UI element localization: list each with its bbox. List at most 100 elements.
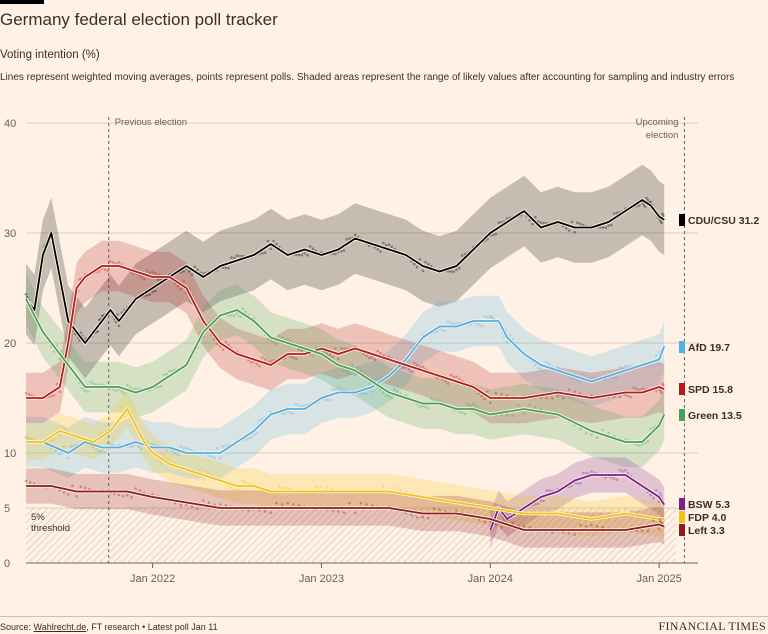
poll-point [500,526,503,529]
poll-point [466,498,470,501]
poll-point [562,396,565,400]
poll-point [624,468,627,472]
poll-point [353,374,357,377]
poll-point [556,508,560,512]
poll-point [438,398,441,402]
poll-point [351,363,354,367]
poll-point [190,273,194,276]
poll-point [24,479,28,483]
chart-title: Germany federal election poll tracker [0,10,278,29]
poll-point [261,251,264,255]
y-tick-label: 10 [4,448,16,460]
poll-point [207,471,211,475]
poll-point [134,487,137,490]
poll-point [230,314,233,317]
poll-point [331,388,335,391]
poll-point [114,389,118,392]
poll-point [393,388,396,391]
poll-point [612,477,616,480]
poll-point [97,318,101,322]
poll-point [522,412,526,416]
poll-point [640,529,644,533]
poll-point [272,493,275,497]
poll-point [522,525,526,528]
poll-point [241,307,244,311]
poll-point [100,431,104,435]
poll-point [272,239,275,243]
poll-point [263,358,267,361]
poll-point [277,334,281,337]
poll-point [486,316,489,319]
poll-point [570,377,574,381]
poll-point [78,339,81,342]
poll-point [64,427,67,431]
poll-point [345,237,349,241]
poll-point [550,396,554,400]
poll-point [607,519,610,523]
poll-point [601,428,605,432]
poll-point [69,445,73,448]
poll-point [410,346,413,349]
poll-point [503,518,506,522]
poll-point [123,392,126,395]
poll-point [334,252,337,256]
band-fdp [26,391,665,537]
poll-point [92,444,95,447]
source-link[interactable]: Wahlrecht.de [33,622,87,632]
poll-point [469,404,472,407]
source-note: Source: Wahlrecht.de, FT research • Late… [0,622,218,632]
poll-point [193,474,197,478]
poll-point [27,393,31,396]
poll-point [398,488,402,492]
poll-point [232,256,236,260]
poll-point [474,405,478,408]
poll-point [294,357,298,361]
poll-point [365,354,368,358]
poll-point [415,265,419,269]
poll-point [221,445,225,448]
source-rest: , FT research • Latest poll Jan 11 [86,622,218,632]
poll-point [283,412,287,415]
line-cducsu [25,199,665,344]
line-left [26,485,665,531]
poll-point [548,362,551,366]
poll-point [505,217,509,220]
poll-point [140,275,143,279]
poll-point [621,366,624,370]
poll-point [317,348,320,351]
poll-point [480,394,484,398]
chart-subtitle: Voting intention (%) [0,49,100,61]
poll-point [275,242,278,246]
poll-point [230,486,233,490]
poll-point [466,402,470,406]
poll-point [55,426,59,430]
poll-point [494,391,498,395]
poll-point [277,485,281,489]
poll-point [263,251,267,254]
poll-point [187,270,191,273]
poll-point [601,519,605,523]
poll-point [52,394,56,397]
poll-point [455,321,458,325]
poll-point [339,347,343,350]
poll-point [438,508,441,512]
poll-point [511,414,515,417]
poll-point [323,350,326,354]
poll-point [662,383,665,387]
poll-point [159,385,163,388]
poll-point [131,445,135,448]
poll-point [59,349,63,353]
poll-point [432,507,436,511]
poll-point [140,447,143,450]
poll-point [280,503,284,506]
poll-point [573,390,576,393]
poll-point [58,357,62,361]
election-marker-label: Previous election [115,117,187,128]
poll-point [655,354,658,357]
poll-point [294,402,298,406]
poll-point [584,525,588,528]
poll-point [261,356,264,359]
poll-point [292,412,295,416]
poll-point [204,323,208,326]
brand-logo: FINANCIAL TIMES [658,619,766,633]
